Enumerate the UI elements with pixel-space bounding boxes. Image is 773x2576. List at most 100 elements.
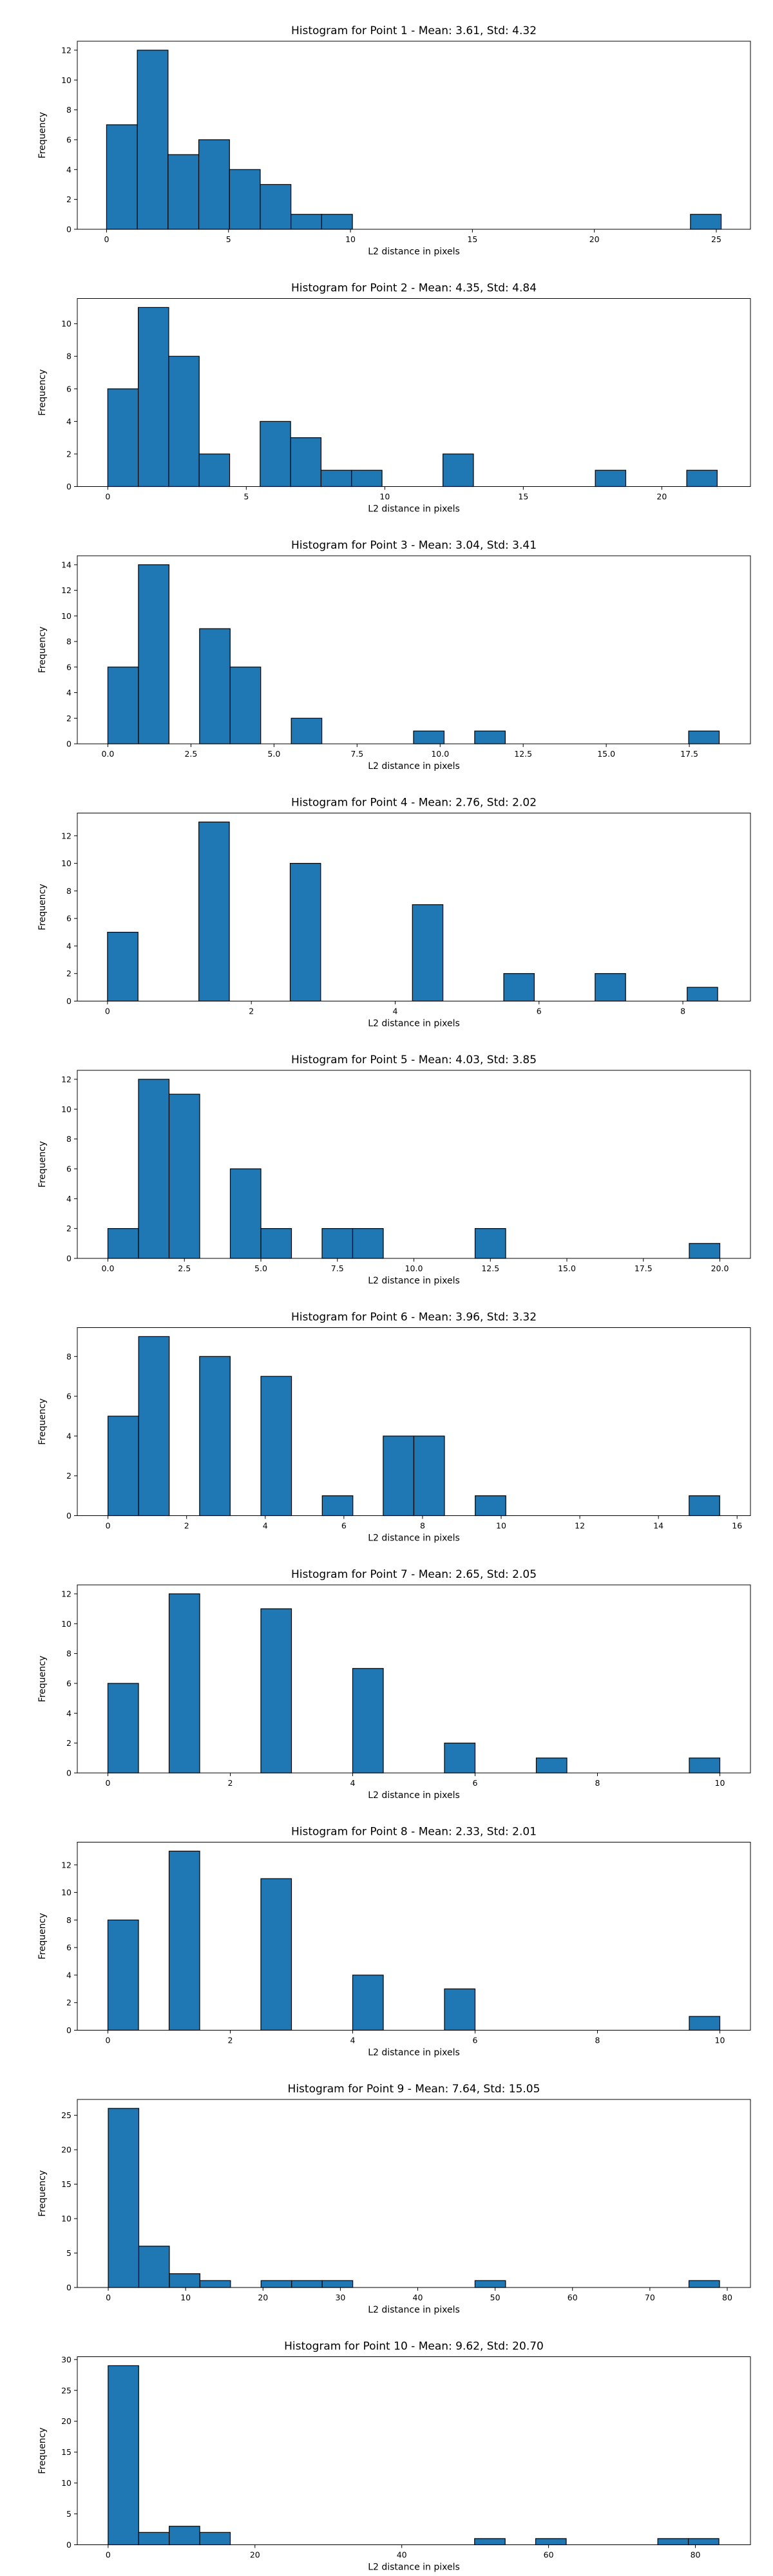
x-tick-label: 7.5 xyxy=(350,749,363,759)
histogram-bar xyxy=(412,904,444,1002)
histogram-bar xyxy=(689,1495,720,1517)
y-tick-label: 25 xyxy=(61,2385,72,2395)
x-tick-label: 17.5 xyxy=(680,749,698,759)
histogram-bar xyxy=(229,169,261,230)
x-tick-label: 40 xyxy=(397,2550,407,2560)
x-tick-label: 12 xyxy=(575,1521,585,1531)
chart-title-6: Histogram for Point 6 - Mean: 3.96, Std:… xyxy=(291,1311,537,1324)
y-tick-label: 10 xyxy=(61,1619,72,1629)
y-tick-label: 6 xyxy=(66,1678,72,1688)
histogram-bar xyxy=(595,973,626,1002)
y-tick-label: 20 xyxy=(61,2416,72,2426)
plot-frame xyxy=(77,41,751,230)
y-tick-label: 12 xyxy=(61,1589,72,1598)
x-tick-label: 20.0 xyxy=(711,1264,729,1273)
histogram-panel-2: Histogram for Point 2 - Mean: 4.35, Std:… xyxy=(37,282,751,515)
y-axis-label: Frequency xyxy=(37,112,48,158)
histogram-bar xyxy=(687,2538,720,2546)
y-tick-label: 10 xyxy=(61,1104,72,1114)
x-tick-label: 25 xyxy=(711,234,721,244)
y-tick-label: 2 xyxy=(66,194,72,204)
x-tick-label: 5.0 xyxy=(254,1264,267,1273)
y-tick-label: 2 xyxy=(66,1224,72,1233)
histogram-bar xyxy=(260,1228,292,1259)
histogram-bar xyxy=(321,1228,354,1259)
chart-title-5: Histogram for Point 5 - Mean: 4.03, Std:… xyxy=(291,1054,537,1066)
y-tick-label: 12 xyxy=(61,45,72,55)
x-tick-label: 5.0 xyxy=(267,749,280,759)
y-tick-label: 4 xyxy=(66,941,72,951)
x-tick-label: 12.5 xyxy=(481,1264,499,1273)
histogram-bar xyxy=(168,1850,200,2031)
histogram-bar xyxy=(199,2280,231,2288)
histogram-bar xyxy=(352,1668,384,1774)
x-tick-label: 0.0 xyxy=(102,749,115,759)
histogram-bar xyxy=(198,139,230,230)
histogram-panel-9: Histogram for Point 9 - Mean: 7.64, Std:… xyxy=(37,2083,751,2315)
histogram-bar xyxy=(168,355,200,488)
y-tick-label: 0 xyxy=(66,2283,72,2293)
x-tick-label: 6 xyxy=(473,2036,478,2045)
x-tick-label: 6 xyxy=(473,1778,478,1788)
y-tick-label: 2 xyxy=(66,969,72,978)
y-tick-label: 30 xyxy=(61,2354,72,2364)
x-tick-label: 2 xyxy=(228,1778,233,1788)
x-tick-label: 0 xyxy=(106,2036,111,2045)
y-tick-label: 25 xyxy=(61,2110,72,2120)
y-tick-label: 12 xyxy=(61,1860,72,1870)
x-tick-label: 8 xyxy=(595,1778,600,1788)
x-tick-label: 0 xyxy=(105,492,110,502)
y-tick-label: 0 xyxy=(66,225,72,234)
y-tick-label: 8 xyxy=(66,105,72,115)
x-axis-label: L2 distance in pixels xyxy=(368,761,460,772)
x-tick-label: 60 xyxy=(568,2293,578,2302)
y-tick-label: 6 xyxy=(66,1943,72,1953)
histogram-bar xyxy=(444,1743,476,1774)
x-tick-label: 10 xyxy=(715,1778,725,1788)
histogram-bar xyxy=(474,730,506,744)
histogram-panel-3: Histogram for Point 3 - Mean: 3.04, Std:… xyxy=(37,539,751,772)
x-tick-label: 15 xyxy=(518,492,528,502)
histogram-bar xyxy=(443,453,474,488)
y-tick-label: 0 xyxy=(66,482,72,491)
chart-title-4: Histogram for Point 4 - Mean: 2.76, Std:… xyxy=(291,797,537,810)
histogram-bar xyxy=(260,1376,292,1517)
histogram-bar xyxy=(321,2280,354,2288)
histogram-bar xyxy=(289,862,321,1002)
y-axis-label: Frequency xyxy=(37,2170,48,2217)
histogram-panel-5: Histogram for Point 5 - Mean: 4.03, Std:… xyxy=(37,1054,751,1286)
x-tick-label: 10 xyxy=(345,234,356,244)
plot-frame xyxy=(77,298,751,487)
x-axis-label: L2 distance in pixels xyxy=(368,2048,460,2058)
y-tick-label: 0 xyxy=(66,739,72,749)
y-tick-label: 2 xyxy=(66,1471,72,1481)
histogram-bar xyxy=(199,2532,231,2546)
x-tick-label: 10 xyxy=(180,2293,191,2302)
histogram-bar xyxy=(352,1228,384,1259)
histogram-bar xyxy=(351,469,383,488)
histogram-bar xyxy=(690,214,722,230)
y-tick-label: 8 xyxy=(66,637,72,647)
x-tick-label: 10 xyxy=(379,492,390,502)
y-tick-label: 4 xyxy=(66,1431,72,1441)
y-tick-label: 10 xyxy=(61,319,72,328)
y-tick-label: 0 xyxy=(66,996,72,1006)
histogram-bar xyxy=(291,214,322,230)
histogram-bar xyxy=(475,1495,506,1517)
histogram-bar xyxy=(413,730,445,744)
y-tick-label: 20 xyxy=(61,2145,72,2155)
histogram-bar xyxy=(107,388,139,488)
histogram-bar xyxy=(199,628,231,744)
histogram-bar xyxy=(260,2280,292,2288)
histogram-bar xyxy=(106,124,138,230)
y-tick-label: 10 xyxy=(61,1888,72,1897)
histogram-bar xyxy=(198,821,230,1002)
y-tick-label: 6 xyxy=(66,135,72,144)
y-tick-label: 6 xyxy=(66,914,72,923)
y-tick-label: 0 xyxy=(66,2025,72,2035)
y-tick-label: 10 xyxy=(61,2214,72,2224)
histogram-bar xyxy=(138,1336,170,1517)
histogram-bar xyxy=(169,2526,200,2546)
x-tick-label: 10 xyxy=(715,2036,725,2045)
